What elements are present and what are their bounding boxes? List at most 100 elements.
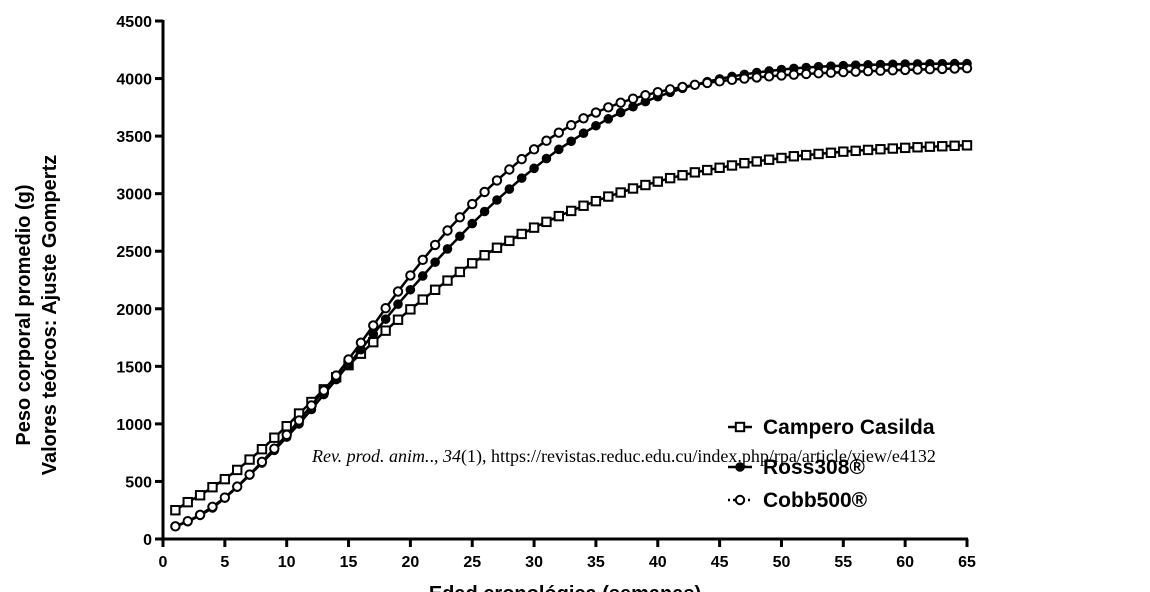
x-tick-label: 35: [587, 554, 605, 571]
data-point: [899, 64, 911, 76]
data-point: [578, 128, 589, 139]
data-point: [862, 144, 874, 156]
data-point: [912, 64, 923, 75]
y-tick-label: 1500: [116, 359, 152, 376]
data-point: [207, 482, 218, 493]
legend-item-2: Ross308®: [728, 456, 865, 479]
data-point: [516, 173, 527, 183]
x-tick-label: 55: [834, 554, 852, 571]
series-3: [170, 62, 973, 532]
data-point: [393, 299, 403, 309]
data-point: [417, 271, 428, 281]
data-point: [492, 195, 502, 205]
data-point: [788, 151, 800, 162]
x-tick-label: 60: [896, 554, 914, 571]
data-point: [269, 443, 280, 454]
data-point: [776, 152, 787, 164]
data-point: [850, 145, 861, 157]
legend-marker: [734, 421, 746, 433]
data-point: [392, 286, 404, 297]
data-point: [677, 170, 688, 181]
data-point: [479, 206, 490, 217]
data-point: [726, 160, 738, 171]
x-tick-label: 65: [958, 554, 976, 571]
data-point: [813, 68, 824, 79]
data-point: [627, 93, 639, 104]
data-point: [603, 191, 614, 202]
data-point: [182, 496, 193, 508]
x-axis-title: Edad cronológica (semanas): [429, 583, 701, 592]
y-tick-label: 500: [125, 474, 152, 491]
data-point: [442, 225, 453, 236]
data-point: [961, 62, 973, 74]
y-tick-label: 0: [143, 532, 152, 549]
x-tick-label: 30: [525, 554, 543, 571]
data-point: [516, 153, 527, 165]
data-point: [664, 172, 676, 184]
data-point: [875, 65, 886, 76]
data-point: [640, 179, 651, 191]
data-point: [590, 195, 602, 207]
data-point: [467, 198, 478, 210]
data-point: [924, 141, 936, 152]
data-point: [170, 521, 181, 532]
data-point: [479, 186, 490, 198]
data-point: [281, 429, 292, 441]
data-point: [689, 167, 701, 178]
data-point: [504, 235, 515, 247]
data-point: [368, 320, 379, 331]
legend-marker: [735, 462, 745, 472]
data-point: [455, 231, 465, 242]
data-point: [430, 257, 440, 267]
data-point: [392, 314, 404, 325]
data-point: [491, 242, 503, 253]
data-point: [949, 63, 960, 74]
data-point: [355, 337, 367, 348]
data-point: [528, 144, 540, 155]
data-point: [318, 385, 329, 396]
data-point: [887, 143, 898, 154]
watermark-issue-url: (1), https://revistas.reduc.edu.cu/index…: [461, 446, 936, 467]
data-point: [887, 65, 898, 76]
data-point: [232, 464, 243, 476]
data-point: [615, 97, 626, 108]
data-point: [219, 473, 231, 485]
data-point: [219, 492, 231, 503]
data-point: [763, 154, 775, 165]
watermark-volume: 34: [442, 446, 461, 466]
data-point: [825, 147, 837, 159]
data-point: [838, 66, 849, 78]
watermark-journal: Rev. prod. anim.: [311, 446, 429, 466]
data-point: [194, 509, 206, 521]
data-point: [244, 469, 255, 480]
data-point: [269, 432, 280, 443]
legend-marker: [734, 494, 746, 506]
data-point: [553, 210, 565, 222]
x-tick-label: 45: [711, 554, 729, 571]
y-tick-label: 4500: [116, 14, 152, 31]
data-point: [553, 127, 565, 138]
data-point: [714, 76, 725, 87]
data-point: [751, 156, 762, 167]
x-tick-label: 25: [463, 554, 481, 571]
data-point: [467, 258, 478, 269]
data-point: [256, 444, 268, 455]
data-point: [961, 140, 973, 151]
data-point: [751, 72, 762, 83]
data-point: [528, 222, 540, 233]
data-point: [454, 266, 466, 278]
x-tick-label: 0: [159, 554, 168, 571]
data-point: [838, 146, 849, 157]
data-point: [554, 144, 564, 155]
data-point: [330, 370, 342, 381]
data-point: [850, 66, 861, 77]
axes-layer: 0 500 1000 1500 2000 2500 3000 3500 4000 4500 0 5 10…: [116, 14, 976, 571]
data-point: [652, 86, 663, 98]
data-point: [739, 157, 750, 169]
source-watermark: Rev. prod. anim.., 34(1), https://revist…: [311, 446, 936, 467]
y-tick-label: 4000: [116, 72, 152, 89]
x-tick-label: 50: [773, 554, 791, 571]
data-point: [763, 71, 775, 82]
data-point: [825, 67, 837, 78]
